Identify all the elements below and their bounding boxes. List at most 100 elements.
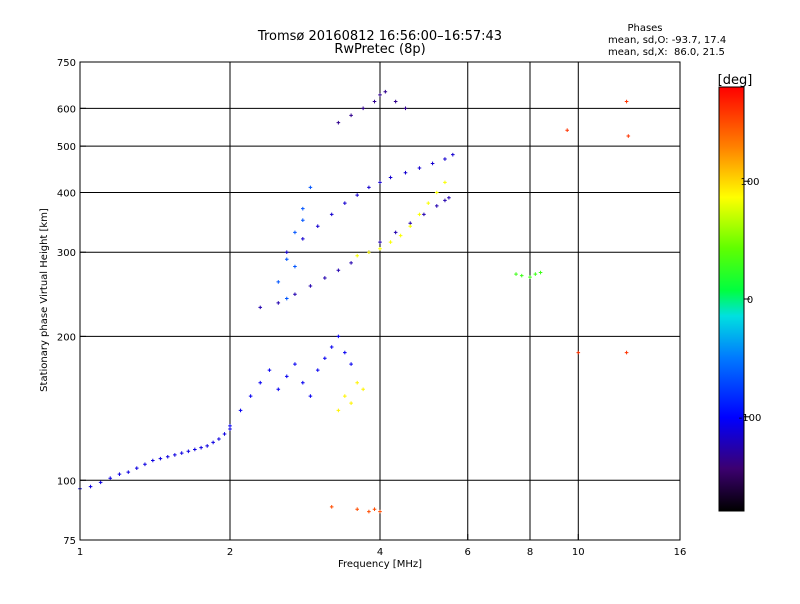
x-axis-label: Frequency [MHz] — [338, 559, 422, 570]
x-tick-labels: 1 2 4 6 8 10 16 — [77, 534, 687, 558]
data-point — [293, 264, 297, 269]
data-point — [355, 380, 359, 385]
data-point — [258, 380, 263, 385]
data-point — [378, 180, 382, 185]
data-point — [323, 356, 327, 361]
data-point — [624, 99, 629, 104]
data-point — [393, 99, 398, 104]
data-point — [367, 509, 371, 514]
data-point — [349, 362, 353, 366]
data-point — [447, 195, 451, 200]
data-point — [417, 166, 422, 170]
data-point — [372, 507, 377, 511]
data-point — [193, 447, 197, 452]
data-point — [519, 273, 524, 278]
y-tick-label: 750 — [57, 58, 76, 69]
data-point — [258, 305, 263, 310]
data-point — [355, 253, 359, 258]
y-tick-label: 600 — [57, 104, 76, 115]
data-point — [430, 161, 435, 166]
data-point — [228, 427, 232, 431]
y-tick-label: 200 — [57, 332, 76, 343]
data-point — [143, 462, 147, 467]
data-point — [108, 476, 113, 481]
data-point — [284, 296, 289, 301]
data-point — [355, 193, 359, 197]
data-point — [443, 198, 447, 203]
data-point — [315, 224, 320, 229]
data-point — [308, 394, 313, 398]
data-point — [293, 362, 297, 366]
x-tick-label: 2 — [227, 547, 233, 558]
data-point — [222, 432, 227, 436]
data-point — [378, 509, 382, 514]
data-point — [336, 334, 341, 339]
x-tick-label: 6 — [465, 547, 471, 558]
colorbar-tick-label: 100 — [740, 177, 759, 188]
data-point — [211, 440, 215, 445]
data-point — [284, 257, 289, 262]
data-point — [151, 458, 155, 463]
data-point — [434, 204, 439, 208]
data-point — [165, 454, 170, 459]
colorbar-tick-label: -100 — [739, 413, 762, 424]
data-point — [403, 106, 408, 111]
data-point — [378, 93, 382, 97]
x-tick-label: 10 — [572, 547, 585, 558]
data-point — [276, 387, 281, 392]
data-point — [336, 268, 341, 273]
grid-lines — [80, 62, 680, 540]
data-point — [199, 445, 203, 450]
x-tick-label: 16 — [674, 547, 687, 558]
data-point — [349, 401, 353, 405]
data-point — [514, 272, 518, 276]
data-point — [367, 250, 371, 255]
data-point — [624, 350, 629, 355]
colorbar-label: [deg] — [718, 73, 753, 88]
data-point — [626, 134, 631, 138]
y-tick-label: 500 — [57, 142, 76, 153]
data-point — [426, 201, 431, 205]
data-point — [528, 275, 532, 279]
x-tick-label: 1 — [77, 547, 83, 558]
data-point — [367, 185, 371, 190]
chart-title: Tromsø 20160812 16:56:00–16:57:43 — [257, 29, 502, 44]
y-axis-label: Stationary phase Virtual Height [km] — [39, 208, 50, 392]
data-point — [267, 368, 272, 372]
data-point — [228, 424, 232, 428]
data-point — [422, 212, 426, 217]
data-point — [301, 206, 305, 211]
data-point — [533, 272, 538, 276]
data-point — [361, 106, 365, 111]
data-point — [388, 240, 393, 244]
y-tick-label: 300 — [57, 248, 76, 259]
stats-heading: Phases — [627, 23, 662, 34]
stats-line-o: mean, sd,O: -93.7, 17.4 — [608, 35, 726, 46]
data-point — [417, 212, 422, 217]
data-point — [276, 301, 281, 305]
data-point — [238, 408, 243, 413]
data-point — [88, 484, 93, 489]
colorbar-ticks: 100 0 -100 — [739, 177, 762, 424]
data-point — [284, 250, 289, 255]
data-point — [361, 387, 365, 392]
y-tick-label: 400 — [57, 188, 76, 199]
data-point — [355, 507, 359, 511]
data-point — [308, 284, 313, 288]
data-point — [293, 292, 297, 297]
data-point — [248, 394, 253, 398]
data-point — [134, 466, 139, 470]
y-tick-labels: 75 100 200 300 400 500 600 750 — [57, 58, 86, 547]
chart-subtitle: RwPretec (8p) — [334, 42, 425, 57]
data-point — [393, 230, 398, 235]
colorbar — [718, 86, 745, 512]
data-point — [329, 505, 334, 509]
data-point — [217, 437, 221, 441]
data-point — [398, 233, 403, 238]
data-point — [179, 451, 184, 455]
data-point — [565, 128, 569, 132]
data-point — [301, 218, 305, 223]
data-point — [378, 240, 382, 244]
data-point — [98, 480, 103, 485]
